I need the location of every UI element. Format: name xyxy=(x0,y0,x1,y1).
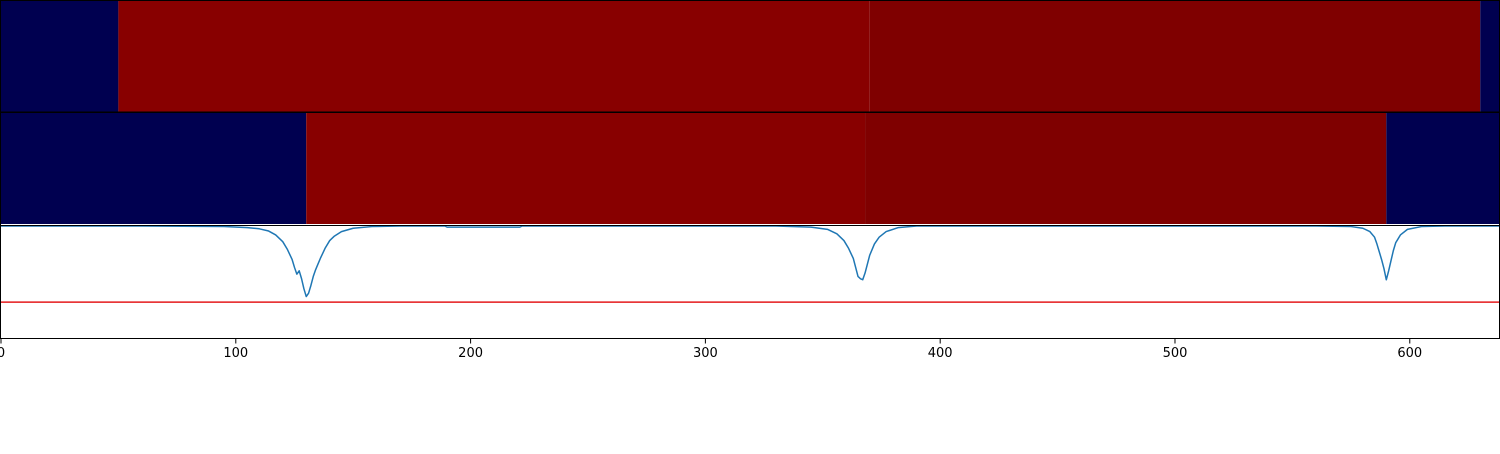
segment-1-2 xyxy=(118,1,870,112)
x-tick-label: 400 xyxy=(928,346,953,361)
x-axis: 0 100 200 300 400 500 600 xyxy=(0,338,1422,361)
segment-1-4 xyxy=(1480,1,1499,112)
x-tick-label: 100 xyxy=(223,346,248,361)
x-tick-label: 600 xyxy=(1397,346,1422,361)
x-tick-label: 200 xyxy=(458,346,483,361)
segment-row-2 xyxy=(1,113,1499,224)
x-tick-label: 0 xyxy=(0,346,5,361)
segment-2-1 xyxy=(1,113,307,224)
segment-2-3 xyxy=(865,113,1387,224)
segment-2-4 xyxy=(1386,113,1499,224)
segment-rows xyxy=(1,1,1499,224)
x-tick-label: 300 xyxy=(693,346,718,361)
signal-frame xyxy=(0,225,1500,339)
segment-1-1 xyxy=(1,1,119,112)
segment-row-1 xyxy=(1,1,1499,112)
segment-1-3 xyxy=(869,1,1481,112)
segment-2-2 xyxy=(306,113,866,224)
x-tick-label: 500 xyxy=(1163,346,1188,361)
signal-line xyxy=(1,225,1499,298)
